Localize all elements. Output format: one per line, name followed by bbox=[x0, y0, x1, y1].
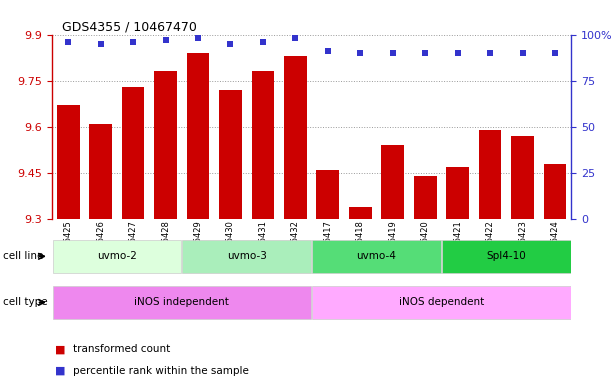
Bar bbox=[316, 170, 339, 219]
Text: GDS4355 / 10467470: GDS4355 / 10467470 bbox=[62, 20, 197, 33]
Point bbox=[258, 39, 268, 45]
Bar bbox=[186, 53, 210, 219]
Point bbox=[64, 39, 73, 45]
Point bbox=[485, 50, 495, 56]
Bar bbox=[284, 56, 307, 219]
Point bbox=[550, 50, 560, 56]
Bar bbox=[183, 240, 311, 273]
Text: iNOS independent: iNOS independent bbox=[134, 297, 229, 308]
Text: transformed count: transformed count bbox=[73, 344, 170, 354]
Bar bbox=[511, 136, 534, 219]
Bar bbox=[219, 90, 242, 219]
Text: uvmo-2: uvmo-2 bbox=[97, 251, 137, 262]
Text: uvmo-4: uvmo-4 bbox=[357, 251, 397, 262]
Text: ■: ■ bbox=[55, 344, 65, 354]
Bar bbox=[312, 286, 571, 319]
Point bbox=[388, 50, 398, 56]
Text: Spl4-10: Spl4-10 bbox=[486, 251, 526, 262]
Point bbox=[193, 35, 203, 41]
Bar bbox=[479, 130, 502, 219]
Point bbox=[128, 39, 138, 45]
Text: ■: ■ bbox=[55, 366, 65, 376]
Text: percentile rank within the sample: percentile rank within the sample bbox=[73, 366, 249, 376]
Bar bbox=[442, 240, 571, 273]
Bar bbox=[544, 164, 566, 219]
Bar bbox=[414, 176, 437, 219]
Point bbox=[290, 35, 300, 41]
Point bbox=[518, 50, 527, 56]
Text: cell type: cell type bbox=[3, 297, 48, 308]
Bar bbox=[89, 124, 112, 219]
Point bbox=[420, 50, 430, 56]
Bar bbox=[53, 240, 181, 273]
Bar bbox=[154, 71, 177, 219]
Bar bbox=[252, 71, 274, 219]
Text: cell line: cell line bbox=[3, 251, 43, 262]
Bar bbox=[381, 145, 404, 219]
Text: iNOS dependent: iNOS dependent bbox=[399, 297, 484, 308]
Point bbox=[161, 37, 170, 43]
Bar bbox=[53, 286, 311, 319]
Bar bbox=[312, 240, 441, 273]
Bar bbox=[446, 167, 469, 219]
Point bbox=[453, 50, 463, 56]
Point bbox=[356, 50, 365, 56]
Point bbox=[225, 41, 235, 47]
Text: uvmo-3: uvmo-3 bbox=[227, 251, 266, 262]
Point bbox=[96, 41, 106, 47]
Bar bbox=[57, 105, 79, 219]
Bar bbox=[122, 87, 144, 219]
Bar bbox=[349, 207, 371, 219]
Point bbox=[323, 48, 333, 54]
